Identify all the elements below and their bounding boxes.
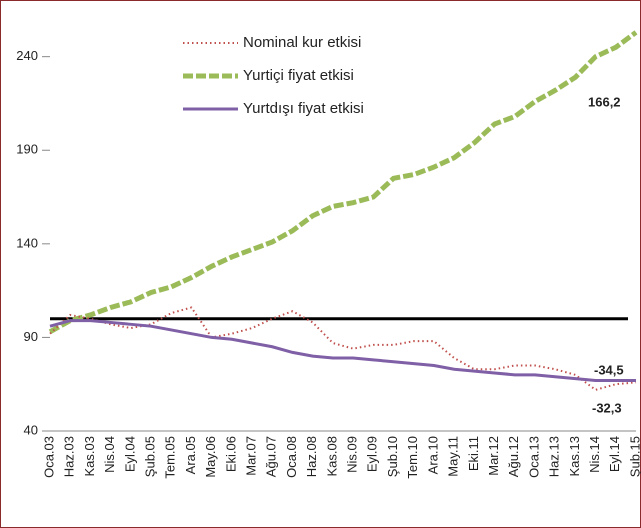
x-tick-label: May.11 [446,436,461,477]
x-tick-label: Kas.13 [567,436,582,476]
x-tick-label: Oca.13 [526,436,541,478]
x-tick-label: Eki.11 [466,436,481,471]
y-tick-label: 140 [16,235,38,250]
x-tick-label: Tem.10 [405,436,420,479]
x-tick-label: Haz.08 [304,436,319,477]
x-tick-label: Ara.10 [425,436,440,474]
x-tick-label: Mar.12 [486,436,501,476]
x-tick-label: Haz.13 [547,436,562,477]
series-line [49,306,637,391]
x-tick-label: Şub.05 [142,436,157,477]
x-tick-label: Tem.05 [163,436,178,479]
x-tick-label: Eyl.04 [122,436,137,472]
x-tick-label: Oca.03 [41,436,56,478]
annotation: -34,5 [594,362,624,377]
series-line [49,319,636,382]
y-tick-label: 240 [16,48,38,63]
x-tick-label: Ara.05 [183,436,198,474]
x-tick-label: Kas.03 [82,436,97,476]
x-tick-label: Eki.06 [223,436,238,472]
x-tick-label: Nis.09 [345,436,360,473]
x-tick-label: Oca.08 [284,436,299,478]
y-tick-label: 190 [16,142,38,157]
annotation: 166,2 [588,94,621,109]
annotation: -32,3 [592,400,622,415]
legend-label: Yurtiçi fiyat etkisi [243,67,354,84]
x-tick-label: Ağu.07 [264,436,279,477]
x-tick-label: Mar.07 [244,436,259,476]
x-tick-label: Nis.04 [102,436,117,473]
x-tick-label: Şub.15 [627,436,641,477]
series-line [48,30,638,334]
x-tick-label: Şub.10 [385,436,400,477]
x-tick-label: May.06 [203,436,218,478]
legend-label: Yurtdışı fiyat etkisi [243,100,364,117]
x-tick-label: Kas.08 [324,436,339,476]
y-tick-label: 90 [24,329,38,344]
x-tick-label: Eyl.14 [607,436,622,472]
legend-label: Nominal kur etkisi [243,34,361,51]
x-tick-label: Ağu.12 [506,436,521,477]
y-tick-label: 40 [24,422,38,437]
x-tick-label: Nis.14 [587,436,602,473]
x-tick-label: Haz.03 [62,436,77,477]
x-tick-label: Eyl.09 [365,436,380,472]
